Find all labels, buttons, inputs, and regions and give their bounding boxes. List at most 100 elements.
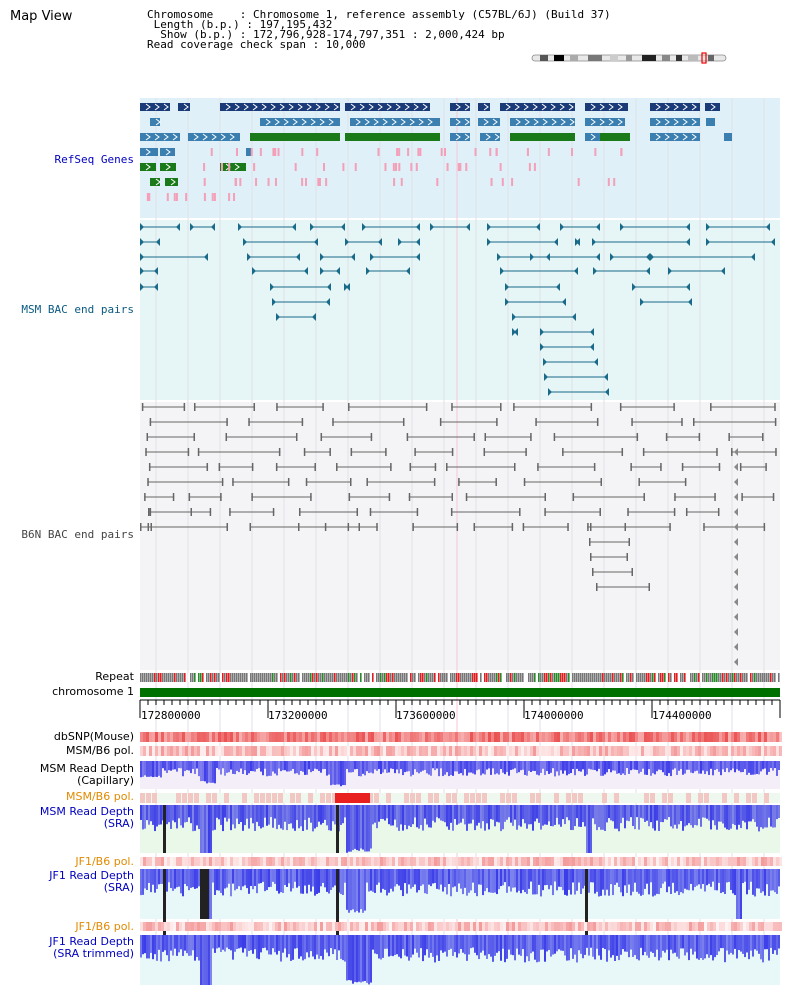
pol-cell bbox=[713, 922, 716, 931]
depth-bar bbox=[350, 761, 352, 773]
depth-bar bbox=[464, 935, 466, 955]
depth-bar bbox=[188, 805, 190, 818]
jf1-b6-pol-label[interactable]: JF1/B6 pol. bbox=[75, 855, 134, 868]
pol-cell bbox=[140, 746, 143, 756]
repeat-mark bbox=[702, 673, 704, 682]
repeat-mark bbox=[560, 673, 562, 682]
jf1-read-depth-trimmed-label[interactable]: JF1 Read Depth bbox=[49, 935, 134, 948]
repeat-mark bbox=[576, 673, 578, 682]
depth-bar bbox=[452, 869, 454, 888]
repeat-mark bbox=[736, 673, 738, 682]
depth-bar bbox=[638, 805, 640, 830]
pol-cell bbox=[347, 746, 350, 756]
msm-b6-pol-label[interactable]: MSM/B6 pol. bbox=[66, 744, 134, 757]
repeat-mark bbox=[174, 673, 176, 682]
depth-bar bbox=[512, 935, 514, 956]
repeat-mark bbox=[460, 673, 462, 682]
pol-cell bbox=[626, 922, 629, 931]
pol-cell bbox=[686, 793, 691, 803]
pol-cell bbox=[677, 922, 680, 931]
repeat-mark bbox=[556, 673, 558, 682]
pol-cell bbox=[173, 746, 176, 756]
gene-tick bbox=[419, 148, 422, 156]
depth-bar bbox=[490, 869, 492, 893]
pol-cell bbox=[545, 732, 548, 742]
depth-bar bbox=[686, 869, 688, 890]
strand-arrow bbox=[550, 103, 556, 111]
repeat-mark bbox=[434, 673, 436, 682]
msm-read-depth-capillary-label[interactable]: MSM Read Depth bbox=[39, 762, 134, 775]
depth-bar bbox=[190, 869, 192, 888]
depth-bar bbox=[182, 935, 184, 956]
depth-bar bbox=[516, 869, 518, 893]
bac-end bbox=[362, 223, 366, 231]
depth-bar bbox=[486, 805, 488, 824]
bac-end bbox=[149, 418, 152, 426]
gene-tick bbox=[354, 163, 357, 171]
depth-bar bbox=[552, 761, 554, 769]
depth-bar bbox=[542, 761, 544, 769]
msm-bac-label[interactable]: MSM BAC end pairs bbox=[21, 303, 134, 316]
repeat-mark bbox=[554, 673, 556, 682]
depth-bar bbox=[406, 805, 408, 830]
dbsnp-label[interactable]: dbSNP(Mouse) bbox=[53, 730, 134, 743]
pol-cell bbox=[674, 857, 677, 866]
bac-end bbox=[298, 523, 300, 531]
pol-cell bbox=[380, 857, 383, 866]
depth-bar bbox=[690, 761, 692, 773]
depth-bar bbox=[502, 935, 504, 949]
pol-cell bbox=[410, 857, 413, 866]
chromosome-ideogram[interactable] bbox=[530, 52, 728, 64]
depth-bar bbox=[362, 869, 364, 913]
depth-bar bbox=[386, 869, 388, 896]
depth-bar bbox=[390, 935, 392, 956]
bac-end bbox=[193, 433, 196, 441]
depth-bar bbox=[646, 935, 648, 956]
bac-end bbox=[193, 403, 196, 411]
pol-cell bbox=[425, 746, 428, 756]
jf1-read-depth-sra-label[interactable]: JF1 Read Depth bbox=[49, 869, 134, 882]
bac-end bbox=[562, 448, 564, 456]
depth-bar bbox=[772, 761, 774, 771]
pol-cell bbox=[716, 746, 719, 756]
pol-cell bbox=[533, 857, 536, 866]
pol-cell bbox=[434, 857, 437, 866]
depth-bar bbox=[670, 869, 672, 894]
refseq-genes-label[interactable]: RefSeq Genes bbox=[54, 153, 134, 166]
bac-end bbox=[626, 553, 628, 561]
repeat-mark bbox=[204, 673, 206, 682]
bac-end bbox=[721, 267, 725, 275]
pol-cell bbox=[743, 746, 746, 756]
depth-bar bbox=[298, 935, 300, 959]
depth-bar bbox=[258, 805, 260, 827]
repeat-mark bbox=[688, 673, 690, 682]
depth-bar bbox=[200, 805, 202, 853]
depth-bar bbox=[596, 761, 598, 772]
b6n-bac-label[interactable]: B6N BAC end pairs bbox=[21, 528, 134, 541]
pol-cell bbox=[599, 922, 602, 931]
repeat-mark bbox=[402, 673, 404, 682]
pol-cell bbox=[722, 746, 725, 756]
depth-bar bbox=[396, 935, 398, 955]
depth-bar bbox=[740, 869, 742, 919]
pol-cell bbox=[308, 857, 311, 866]
depth-bar bbox=[334, 805, 336, 825]
bac-end bbox=[446, 463, 448, 471]
msm-read-depth-sra-label[interactable]: MSM Read Depth bbox=[39, 805, 134, 818]
gene-block bbox=[350, 118, 440, 126]
depth-bar bbox=[266, 761, 268, 777]
jf1-b6-pol-trimmed-label[interactable]: JF1/B6 pol. bbox=[75, 920, 134, 933]
repeat-mark bbox=[614, 673, 616, 682]
bac-end bbox=[351, 253, 355, 261]
depth-bar bbox=[596, 805, 598, 831]
gene-block bbox=[220, 163, 246, 171]
pol-cell bbox=[326, 857, 329, 866]
pol-cell bbox=[761, 732, 764, 742]
strand-arrow bbox=[283, 118, 289, 126]
msm-b6-pol-sra-label[interactable]: MSM/B6 pol. bbox=[66, 790, 134, 803]
pol-cell bbox=[734, 793, 739, 803]
depth-bar bbox=[710, 935, 712, 956]
depth-bar bbox=[276, 761, 278, 776]
depth-bar bbox=[274, 935, 276, 953]
